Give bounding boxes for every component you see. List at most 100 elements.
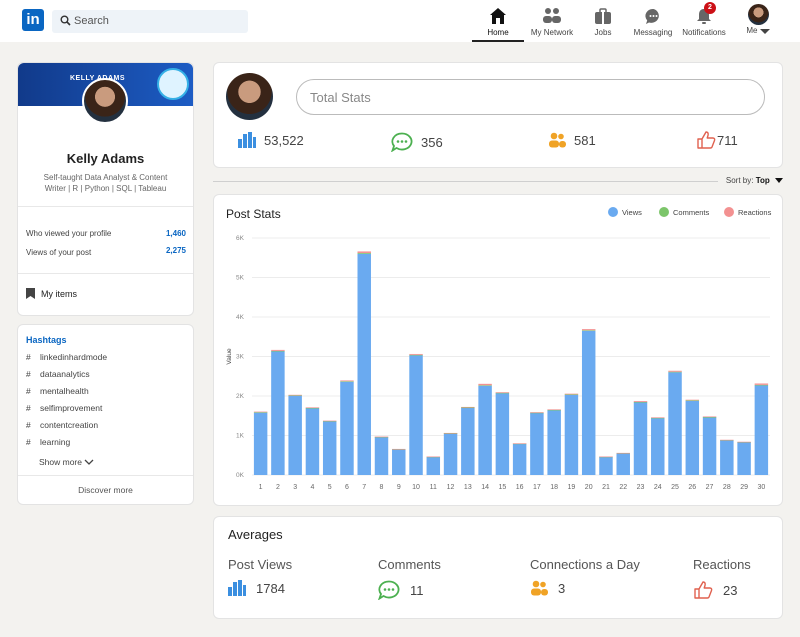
sort-by-dropdown[interactable]: Sort by: Top: [726, 176, 783, 185]
profile-banner: KELLY ADAMS: [18, 63, 193, 106]
bar-reactions: [581, 329, 596, 331]
bar-views: [530, 412, 544, 475]
hashtag-item[interactable]: # mentalhealth: [26, 386, 107, 403]
profile-viewers-value: 1,460: [165, 229, 186, 238]
bar-reactions: [253, 411, 268, 413]
bar-reactions: [599, 456, 613, 458]
my-items-label: My items: [41, 289, 77, 299]
search-input[interactable]: Search: [52, 10, 248, 33]
legend-reactions[interactable]: Reactions: [724, 207, 771, 217]
x-tick-label: 21: [602, 484, 610, 491]
caret-down-icon: [775, 178, 783, 183]
bar-reactions: [651, 417, 665, 418]
bar-chart-icon: [238, 132, 256, 148]
show-more-button[interactable]: Show more: [39, 457, 94, 467]
x-tick-label: 7: [362, 484, 366, 491]
banner-chart-image: [157, 68, 189, 100]
bar-reactions: [271, 349, 285, 351]
avg-post-views: Post Views 1784: [228, 557, 292, 596]
bar-reactions: [478, 383, 492, 386]
top-nav: in Search Home My Network Jobs Messaging…: [0, 0, 800, 42]
bar-views: [357, 253, 371, 475]
post-views-row[interactable]: Views of your post 2,275: [26, 246, 186, 257]
legend-comments[interactable]: Comments: [659, 207, 709, 217]
bar-comments: [495, 392, 510, 394]
hash-icon: #: [26, 369, 31, 379]
x-tick-label: 30: [757, 484, 765, 491]
y-tick-label: 0K: [236, 472, 245, 479]
linkedin-logo[interactable]: in: [22, 9, 44, 31]
x-tick-label: 24: [654, 484, 662, 491]
bar-views: [443, 433, 458, 475]
profile-tagline: Self-taught Data Analyst & Content Write…: [43, 173, 168, 193]
legend-label-views: Views: [622, 207, 642, 217]
nav-me[interactable]: Me: [742, 4, 774, 42]
total-stats-field[interactable]: Total Stats: [296, 79, 765, 115]
nav-my-network[interactable]: My Network: [527, 5, 577, 42]
nav-jobs-label: Jobs: [594, 28, 612, 37]
hashtags-title: Hashtags: [26, 335, 67, 345]
bar-reactions: [443, 432, 458, 434]
x-tick-label: 8: [380, 484, 384, 491]
sort-by-label: Sort by:: [725, 176, 754, 185]
my-items-link[interactable]: My items: [26, 288, 77, 299]
nav-messaging[interactable]: Messaging: [630, 5, 676, 42]
bar-comments: [357, 253, 371, 254]
nav-jobs[interactable]: Jobs: [588, 5, 618, 42]
bar-views: [409, 355, 423, 475]
divider: [18, 206, 193, 207]
y-axis-label: Value: [226, 348, 233, 365]
total-stats-card: Total Stats 53,522 356 581 711: [213, 62, 783, 168]
chevron-down-icon: [759, 29, 770, 34]
x-tick-label: 23: [637, 484, 645, 491]
bar-reactions: [702, 416, 717, 418]
bar-views: [322, 421, 337, 475]
averages-title: Averages: [228, 527, 283, 542]
profile-name[interactable]: Kelly Adams: [66, 151, 145, 166]
bar-views: [288, 395, 302, 475]
legend-swatch-comments: [659, 207, 669, 217]
stats-avatar[interactable]: [226, 73, 273, 120]
hashtag-item[interactable]: # linkedinhardmode: [26, 352, 107, 369]
legend-views[interactable]: Views: [608, 207, 642, 217]
avg-connections-label: Connections a Day: [530, 557, 640, 572]
bar-reactions: [685, 399, 700, 401]
bar-views: [599, 456, 613, 475]
hashtag-item[interactable]: # dataanalytics: [26, 369, 107, 386]
bar-reactions: [512, 443, 527, 444]
hashtag-list: # linkedinhardmode # dataanalytics # mental…: [26, 352, 107, 454]
sort-by-value: Top: [755, 176, 770, 185]
bar-chart-icon: [228, 580, 246, 596]
y-tick-label: 2K: [236, 393, 245, 400]
bar-views: [616, 453, 630, 475]
x-tick-label: 28: [723, 484, 731, 491]
hashtag-item[interactable]: # learning: [26, 437, 107, 454]
bookmark-icon: [26, 288, 35, 299]
avatar-icon: [747, 4, 769, 25]
nav-home[interactable]: Home: [472, 5, 524, 42]
nav-notifications[interactable]: 2 Notifications: [680, 2, 728, 42]
bar-comments: [443, 433, 458, 434]
x-tick-label: 19: [568, 484, 576, 491]
profile-avatar[interactable]: [82, 78, 128, 124]
bar-views: [305, 408, 320, 475]
bar-views: [720, 440, 734, 475]
nav-my-network-label: My Network: [530, 28, 574, 37]
bar-comments: [340, 381, 354, 382]
legend-swatch-views: [608, 207, 618, 217]
discover-more-button[interactable]: Discover more: [78, 485, 133, 495]
hashtag-item[interactable]: # selfimprovement: [26, 403, 107, 420]
x-tick-label: 5: [328, 484, 332, 491]
thumbs-up-icon: [694, 581, 713, 599]
hash-icon: #: [26, 352, 31, 362]
profile-card: KELLY ADAMS Kelly Adams Self-taught Data…: [17, 62, 194, 316]
bar-views: [392, 449, 406, 475]
hash-icon: #: [26, 420, 31, 430]
bar-reactions: [322, 420, 337, 422]
profile-viewers-row[interactable]: Who viewed your profile 1,460: [26, 229, 186, 238]
hashtag-item[interactable]: # contentcreation: [26, 420, 107, 437]
bar-reactions: [720, 439, 734, 441]
bar-comments: [633, 401, 648, 403]
x-tick-label: 2: [276, 484, 280, 491]
bar-reactions: [754, 383, 769, 385]
